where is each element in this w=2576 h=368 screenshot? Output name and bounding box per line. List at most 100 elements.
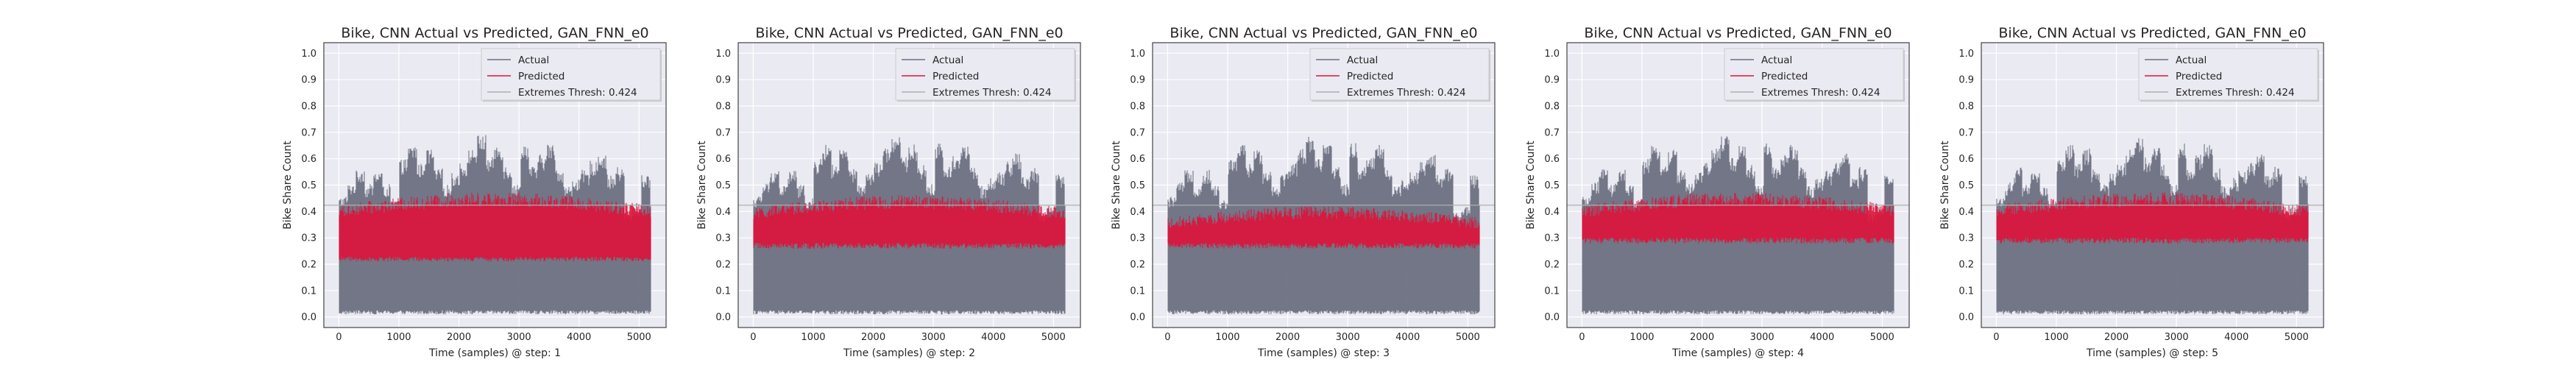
chart-title: Bike, CNN Actual vs Predicted, GAN_FNN_e… <box>1170 25 1477 41</box>
y-tick-label: 0.1 <box>301 286 316 297</box>
y-tick-label: 0.8 <box>715 102 731 113</box>
x-tick-label: 3000 <box>507 332 531 343</box>
y-tick-label: 0.0 <box>301 312 316 323</box>
y-tick-label: 1.0 <box>715 49 731 60</box>
legend-label: Actual <box>1347 54 1378 66</box>
chart-panel-2: 0 1000 2000 3000 4000 5000 0.0 0.1 0.2 0.3 0.4 0.5 0… <box>696 25 1081 359</box>
legend-label: Predicted <box>518 71 565 82</box>
x-tick-label: 1000 <box>2044 332 2068 343</box>
y-tick-label: 0.2 <box>715 260 731 271</box>
legend-label: Extremes Thresh: 0.424 <box>933 87 1052 99</box>
y-tick-label: 0.5 <box>1130 180 1145 191</box>
y-tick-label: 0.8 <box>1544 102 1560 113</box>
legend-label: Actual <box>518 54 549 66</box>
y-tick-label: 0.8 <box>1130 102 1145 113</box>
y-tick-label: 0.4 <box>715 207 731 218</box>
x-tick-label: 1000 <box>1630 332 1654 343</box>
y-tick-label: 1.0 <box>1958 49 1974 60</box>
legend-label: Predicted <box>1761 71 1808 82</box>
x-tick-label: 5000 <box>2285 332 2309 343</box>
y-tick-label: 0.1 <box>1544 286 1560 297</box>
y-tick-label: 0.6 <box>301 154 316 165</box>
legend-label: Predicted <box>1347 71 1393 82</box>
chart-title: Bike, CNN Actual vs Predicted, GAN_FNN_e… <box>1584 25 1892 41</box>
series-predicted <box>1167 206 1480 249</box>
legend-label: Extremes Thresh: 0.424 <box>2176 87 2295 99</box>
chart-title: Bike, CNN Actual vs Predicted, GAN_FNN_e… <box>341 25 648 41</box>
x-tick-label: 5000 <box>1456 332 1480 343</box>
x-tick-label: 0 <box>1164 332 1170 343</box>
x-tick-label: 1000 <box>1215 332 1239 343</box>
y-axis-label: Bike Share Count <box>1525 141 1537 230</box>
y-tick-label: 0.1 <box>715 286 731 297</box>
chart-title: Bike, CNN Actual vs Predicted, GAN_FNN_e… <box>1998 25 2306 41</box>
y-tick-label: 0.7 <box>301 127 316 138</box>
x-tick-label: 2000 <box>1690 332 1714 343</box>
legend: Actual Predicted Extremes Thresh: 0.424 <box>895 48 1076 102</box>
axes-frame <box>737 42 1081 328</box>
y-tick-label: 0.3 <box>1130 233 1145 244</box>
y-tick-label: 0.7 <box>1544 127 1560 138</box>
legend: Actual Predicted Extremes Thresh: 0.424 <box>1309 48 1490 102</box>
y-tick-label: 0.5 <box>1544 180 1560 191</box>
x-tick-label: 5000 <box>1041 332 1066 343</box>
y-tick-label: 1.0 <box>1544 49 1560 60</box>
legend-label: Predicted <box>2176 71 2222 82</box>
y-tick-label: 0.7 <box>715 127 731 138</box>
series-predicted <box>753 195 1066 249</box>
legend: Actual Predicted Extremes Thresh: 0.424 <box>2138 48 2319 102</box>
y-tick-label: 0.8 <box>1958 102 1974 113</box>
series-predicted <box>1996 192 2309 244</box>
axes-frame <box>1152 42 1496 328</box>
y-tick-label: 0.1 <box>1130 286 1145 297</box>
x-tick-label: 3000 <box>2165 332 2189 343</box>
axes-frame <box>1566 42 1910 328</box>
y-tick-label: 0.3 <box>1958 233 1974 244</box>
x-tick-label: 2000 <box>1275 332 1300 343</box>
y-tick-label: 0.3 <box>301 233 316 244</box>
y-tick-label: 0.6 <box>715 154 731 165</box>
y-tick-label: 0.2 <box>1130 260 1145 271</box>
legend-box <box>1724 48 1904 101</box>
x-tick-label: 2000 <box>2104 332 2129 343</box>
y-tick-label: 0.0 <box>1958 312 1974 323</box>
y-tick-label: 0.0 <box>1130 312 1145 323</box>
y-tick-label: 0.9 <box>715 75 731 86</box>
legend-label: Extremes Thresh: 0.424 <box>518 87 637 99</box>
legend-box <box>895 48 1075 101</box>
y-tick-label: 0.4 <box>1958 207 1974 218</box>
x-axis-label: Time (samples) @ step: 3 <box>1257 347 1390 359</box>
y-tick-label: 0.9 <box>301 75 316 86</box>
y-tick-label: 0.5 <box>715 180 731 191</box>
chart-title: Bike, CNN Actual vs Predicted, GAN_FNN_e… <box>755 25 1063 41</box>
y-axis-label: Bike Share Count <box>696 141 708 230</box>
x-axis-label: Time (samples) @ step: 1 <box>428 347 561 359</box>
y-tick-label: 0.9 <box>1958 75 1974 86</box>
x-tick-label: 5000 <box>627 332 651 343</box>
y-tick-label: 0.6 <box>1130 154 1145 165</box>
chart-panel-3: 0 1000 2000 3000 4000 5000 0.0 0.1 0.2 0.3 0.4 0.5 0… <box>1111 25 1496 359</box>
y-axis-label: Bike Share Count <box>1111 141 1122 230</box>
y-tick-label: 1.0 <box>301 49 316 60</box>
legend: Actual Predicted Extremes Thresh: 0.424 <box>481 48 662 102</box>
x-axis-label: Time (samples) @ step: 2 <box>843 347 975 359</box>
series-predicted <box>1582 193 1894 244</box>
y-tick-label: 0.7 <box>1130 127 1145 138</box>
y-axis-label: Bike Share Count <box>282 141 294 230</box>
y-tick-label: 0.2 <box>301 260 316 271</box>
legend-label: Actual <box>1761 54 1792 66</box>
x-tick-label: 4000 <box>2224 332 2248 343</box>
y-tick-label: 0.4 <box>301 207 316 218</box>
series-predicted <box>339 193 651 261</box>
x-tick-label: 2000 <box>447 332 471 343</box>
x-tick-label: 1000 <box>801 332 825 343</box>
y-tick-label: 0.6 <box>1958 154 1974 165</box>
legend-label: Actual <box>933 54 963 66</box>
x-tick-label: 0 <box>750 332 756 343</box>
y-tick-label: 0.9 <box>1130 75 1145 86</box>
chart-panel-5: 0 1000 2000 3000 4000 5000 0.0 0.1 0.2 0.3 0.4 0.5 0… <box>1939 25 2324 359</box>
x-tick-label: 0 <box>1579 332 1585 343</box>
y-tick-label: 0.4 <box>1130 207 1145 218</box>
y-tick-label: 0.5 <box>301 180 316 191</box>
